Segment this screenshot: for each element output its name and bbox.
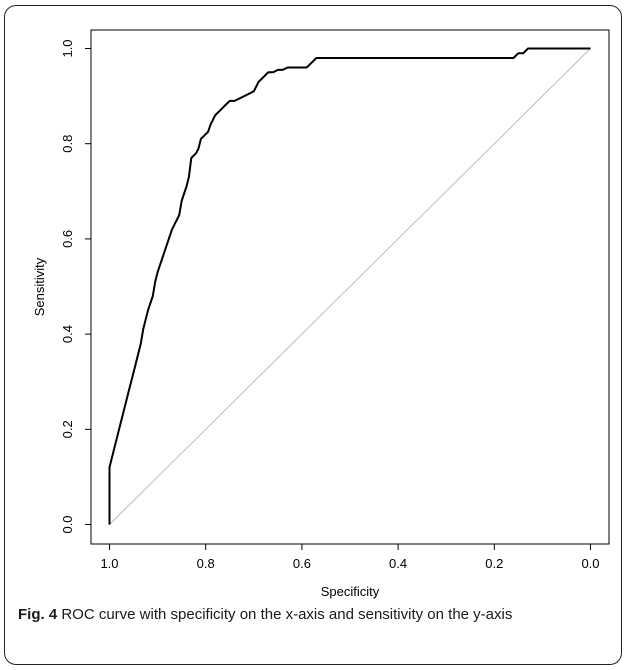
x-axis-label: Specificity — [321, 584, 380, 599]
y-tick-label: 0.8 — [60, 135, 75, 153]
x-tick-label: 0.4 — [389, 556, 407, 571]
figure-caption: Fig. 4 ROC curve with specificity on the… — [18, 604, 614, 626]
y-tick-label: 0.0 — [60, 515, 75, 533]
figure-label: Fig. 4 — [18, 606, 58, 623]
roc-curve-layer — [108, 47, 591, 525]
y-axis-label: Sensitivity — [32, 257, 47, 316]
y-tick-label: 0.6 — [60, 230, 75, 248]
y-tick-label: 0.2 — [60, 420, 75, 438]
reference-diagonal-line — [109, 48, 591, 525]
figure-frame — [4, 5, 622, 665]
plot-area — [90, 29, 610, 545]
reference-line-layer — [109, 48, 591, 525]
y-tick-label: 0.4 — [60, 325, 75, 343]
x-tick-label: 0.2 — [485, 556, 503, 571]
roc-curve-line — [108, 47, 591, 525]
x-tick-label: 0.6 — [293, 556, 311, 571]
x-tick-label: 0.0 — [581, 556, 599, 571]
roc-chart: 1.0 0.8 0.6 0.4 0.2 0.0 0.0 0.2 0.4 0.6 0.8 1.0 Sp… — [32, 29, 610, 599]
figure-caption-text: ROC curve with specificity on the x-axis… — [57, 606, 513, 623]
x-axis-ticks: 1.0 0.8 0.6 0.4 0.2 0.0 — [100, 544, 600, 571]
x-tick-label: 0.8 — [197, 556, 215, 571]
y-axis-ticks: 0.0 0.2 0.4 0.6 0.8 1.0 — [60, 39, 91, 534]
x-tick-label: 1.0 — [100, 556, 118, 571]
y-tick-label: 1.0 — [60, 39, 75, 57]
